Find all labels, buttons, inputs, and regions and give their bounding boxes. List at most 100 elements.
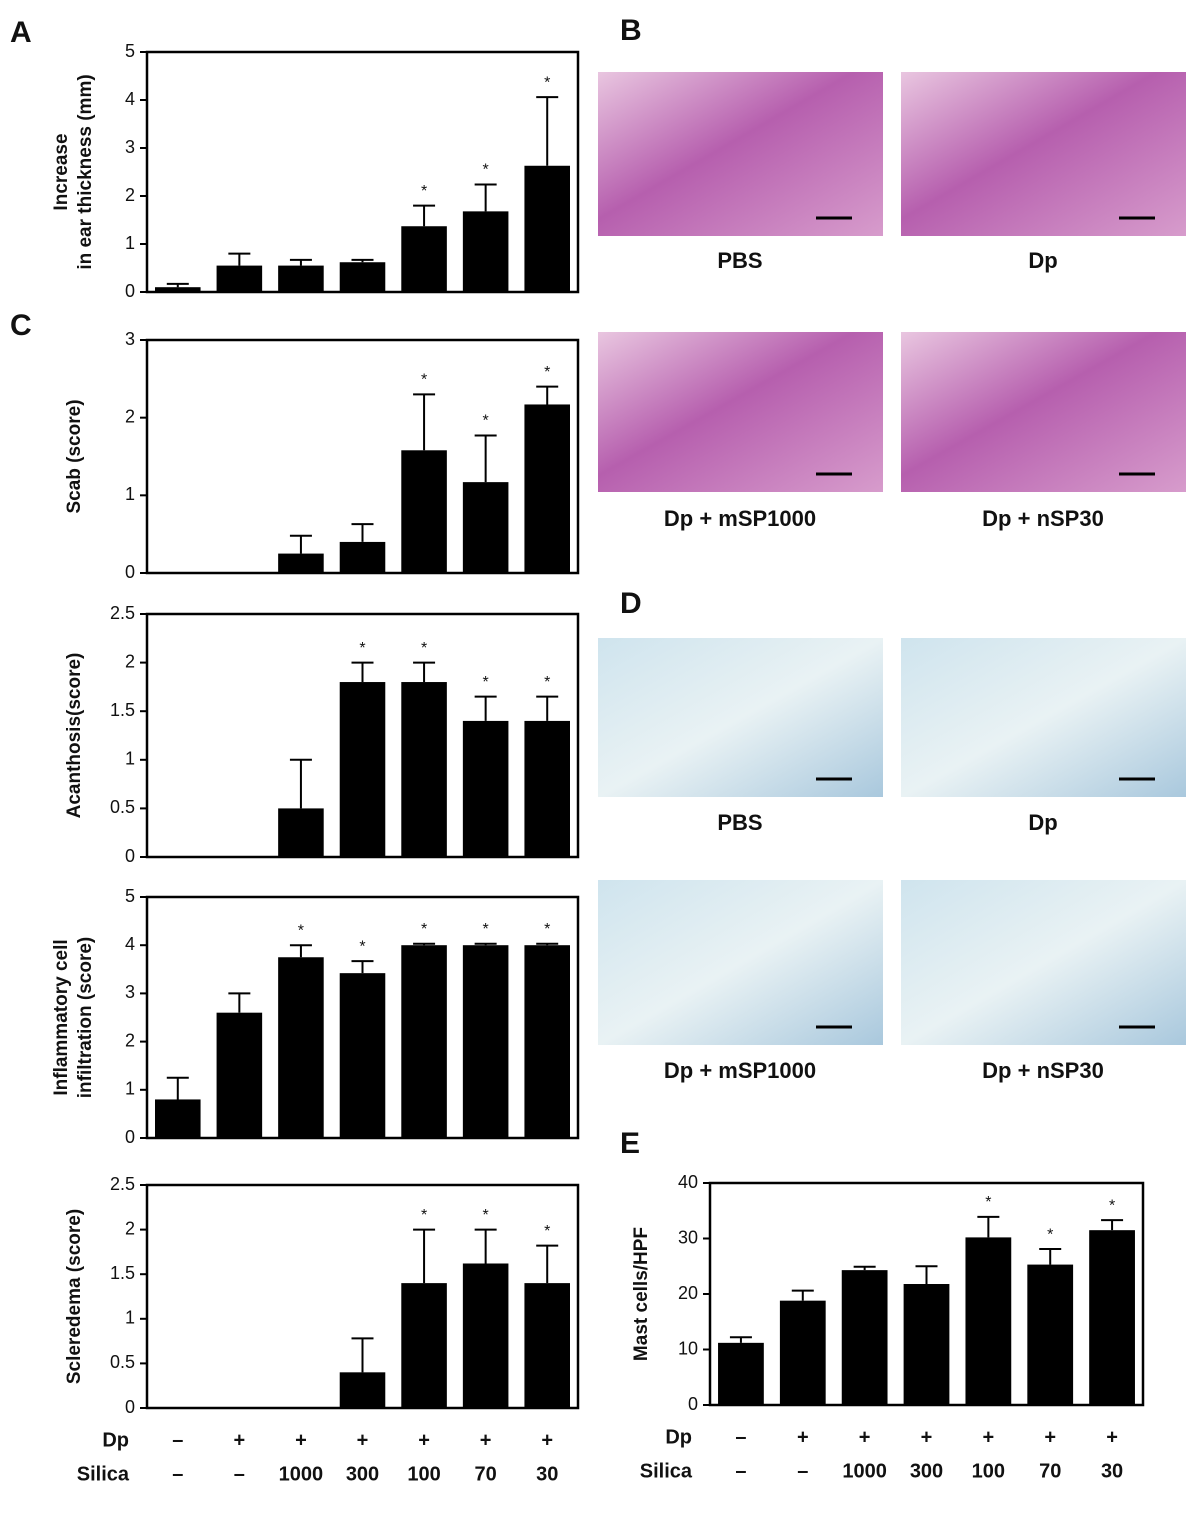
significance-mark: * — [483, 162, 489, 179]
error-bar — [474, 183, 497, 212]
histology-image — [901, 332, 1186, 492]
bar — [718, 1342, 764, 1405]
x-tick-label: + — [418, 1429, 430, 1451]
bar — [841, 1270, 888, 1405]
image-caption: PBS — [717, 810, 762, 835]
error-bar — [413, 661, 436, 683]
bar — [462, 482, 509, 573]
y-tick-label: 1 — [125, 233, 135, 253]
error-bar — [474, 942, 497, 946]
x-tick-label: + — [1106, 1426, 1118, 1448]
error-bar — [1101, 1219, 1124, 1231]
y-tick-label: 1 — [125, 484, 135, 504]
bar — [278, 957, 324, 1138]
x-tick-label: + — [921, 1426, 933, 1448]
y-tick-label: 2 — [125, 406, 135, 426]
y-axis-label: infiltration (score) — [75, 937, 96, 1099]
y-axis-label: Scab (score) — [64, 399, 85, 513]
significance-mark: * — [544, 364, 550, 381]
y-tick-label: 2.5 — [110, 1174, 135, 1194]
image-caption: Dp + nSP30 — [982, 506, 1104, 531]
x-tick-label: 1000 — [279, 1463, 324, 1485]
histology-image — [598, 880, 883, 1045]
x-tick-label: + — [295, 1429, 307, 1451]
row-name: Dp — [102, 1429, 129, 1451]
bar — [278, 265, 324, 292]
error-bar — [351, 960, 374, 974]
bar — [462, 720, 509, 857]
x-tick-label: – — [172, 1463, 183, 1485]
x-tick-label: 70 — [1039, 1460, 1061, 1482]
error-bar — [536, 942, 559, 946]
bar — [524, 165, 570, 292]
y-tick-label: 3 — [125, 982, 135, 1002]
y-tick-label: 0 — [125, 1397, 135, 1417]
bar — [524, 1283, 570, 1408]
significance-mark: * — [359, 938, 365, 955]
bar — [339, 973, 386, 1138]
y-tick-label: 1.5 — [110, 1263, 135, 1283]
bar — [401, 450, 447, 573]
significance-mark: * — [544, 921, 550, 938]
bar — [339, 1372, 386, 1408]
y-tick-label: 0.5 — [110, 1352, 135, 1372]
significance-mark: * — [483, 1207, 489, 1224]
x-tick-label: 70 — [475, 1463, 497, 1485]
row-name: Silica — [77, 1463, 130, 1485]
bar — [1089, 1230, 1135, 1405]
histology-image — [598, 638, 883, 797]
plot-frame — [145, 895, 580, 1140]
bar — [155, 287, 201, 292]
bar — [524, 720, 570, 857]
significance-mark: * — [421, 921, 427, 938]
y-tick-label: 2 — [125, 185, 135, 205]
image-caption: Dp + mSP1000 — [664, 506, 816, 531]
error-bar — [166, 282, 189, 288]
x-tick-label: 100 — [972, 1460, 1005, 1482]
y-tick-label: 5 — [125, 886, 135, 906]
x-tick-label: + — [1044, 1426, 1056, 1448]
histology-image — [901, 638, 1186, 797]
x-tick-label: 100 — [407, 1463, 440, 1485]
y-tick-label: 0 — [125, 846, 135, 866]
x-tick-label: 300 — [910, 1460, 943, 1482]
bar — [1027, 1264, 1074, 1405]
error-bar — [351, 1337, 374, 1373]
significance-mark: * — [298, 922, 304, 939]
y-tick-label: 4 — [125, 934, 135, 954]
x-tick-label: + — [357, 1429, 369, 1451]
y-axis-label: in ear thickness (mm) — [75, 74, 96, 269]
error-bar — [351, 523, 374, 542]
y-tick-label: 0 — [688, 1394, 698, 1414]
bar — [462, 945, 509, 1138]
error-bar — [536, 1244, 559, 1284]
y-tick-label: 3 — [125, 329, 135, 349]
error-bar — [915, 1265, 938, 1285]
bar — [401, 226, 447, 292]
bar — [216, 265, 263, 292]
error-bar — [166, 1076, 189, 1100]
bar — [524, 404, 570, 573]
bar — [524, 945, 570, 1138]
bar — [339, 682, 386, 857]
y-tick-label: 1 — [125, 1308, 135, 1328]
significance-mark: * — [483, 921, 489, 938]
bar — [339, 541, 386, 573]
significance-mark: * — [483, 674, 489, 691]
significance-mark: * — [1109, 1197, 1115, 1214]
bar — [462, 1263, 509, 1408]
panel-letter: C — [10, 309, 32, 342]
error-bar — [289, 258, 312, 266]
x-tick-label: + — [234, 1429, 246, 1451]
bar — [779, 1300, 826, 1405]
x-tick-label: – — [172, 1429, 183, 1451]
bar — [339, 262, 386, 292]
error-bar — [474, 434, 497, 483]
y-tick-label: 1 — [125, 1079, 135, 1099]
bar — [462, 211, 509, 292]
row-name: Dp — [665, 1426, 692, 1448]
significance-mark: * — [483, 413, 489, 430]
image-caption: Dp — [1028, 810, 1057, 835]
histology-image — [598, 332, 883, 492]
